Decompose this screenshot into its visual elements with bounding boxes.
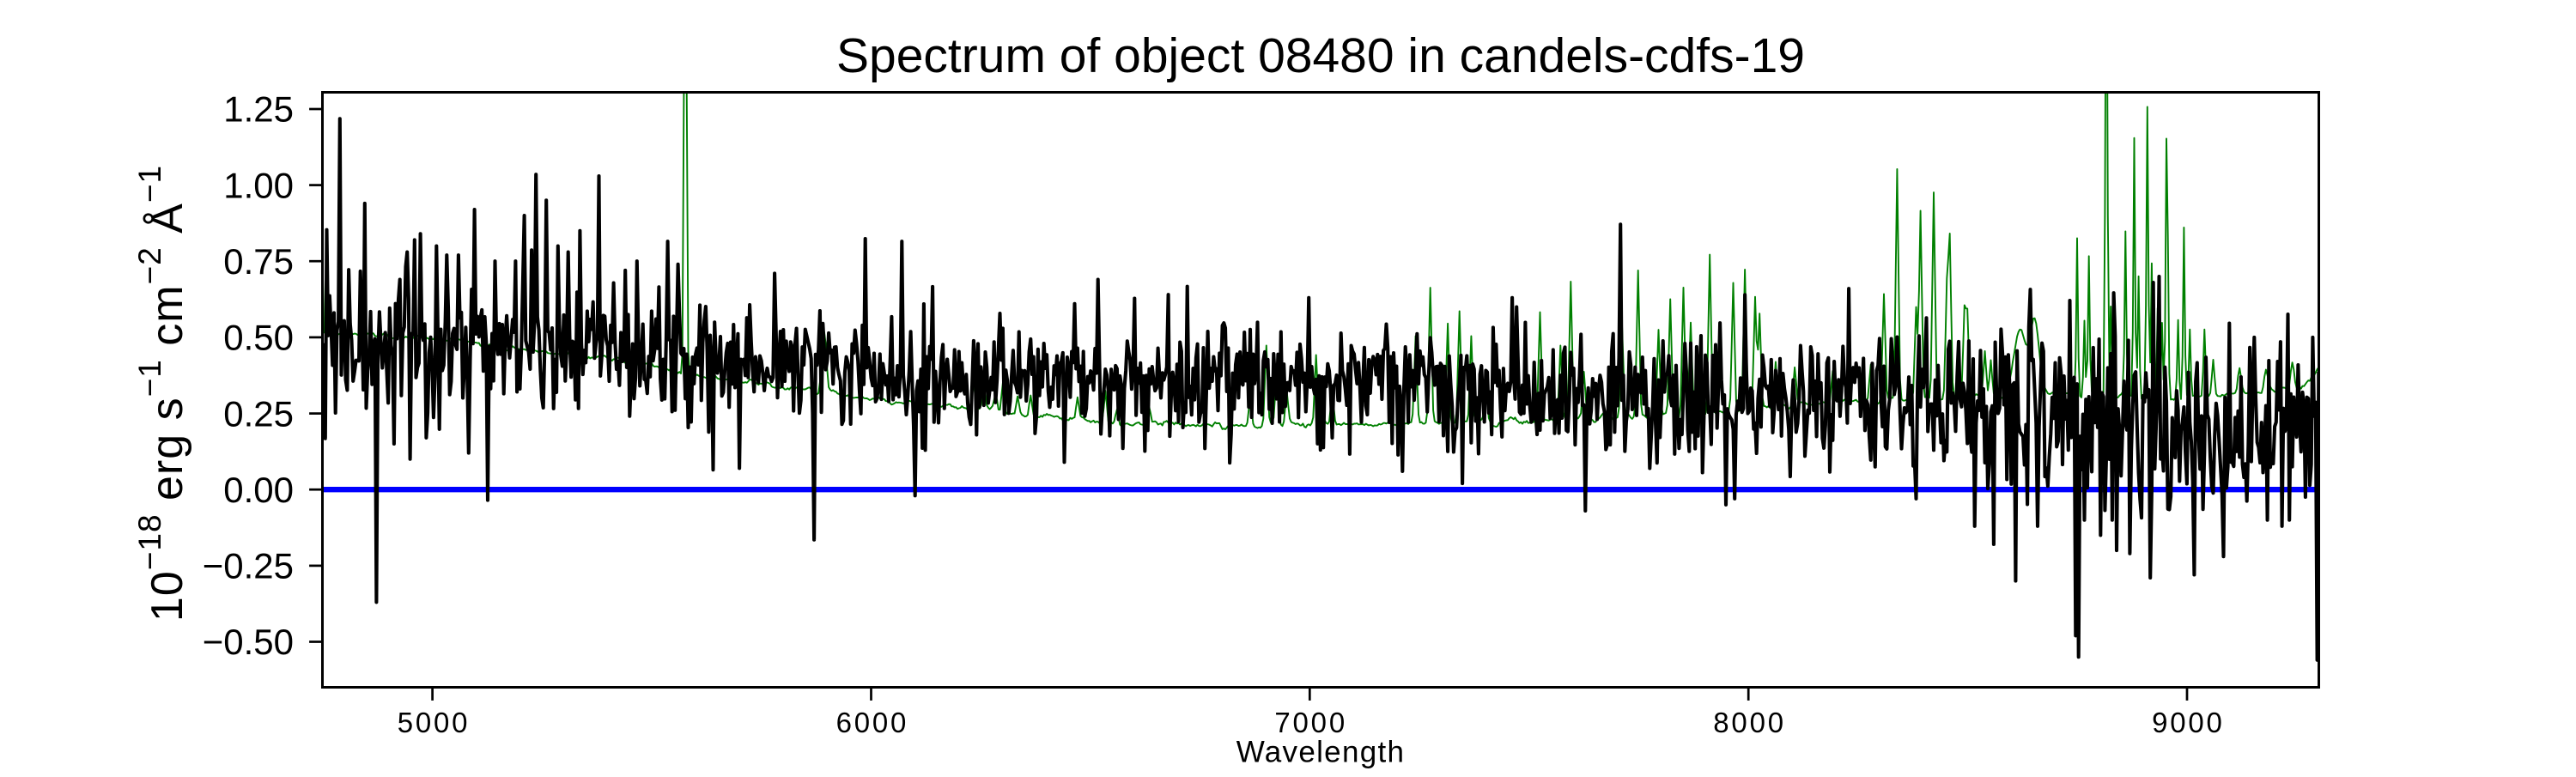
svg-text:0.25: 0.25	[223, 393, 294, 434]
svg-text:Spectrum of object 08480 in ca: Spectrum of object 08480 in candels-cdfs…	[836, 28, 1805, 83]
svg-text:1.00: 1.00	[223, 165, 294, 205]
svg-text:6000: 6000	[836, 707, 909, 738]
svg-text:9000: 9000	[2152, 707, 2225, 738]
svg-text:0.75: 0.75	[223, 241, 294, 282]
svg-text:8000: 8000	[1713, 707, 1786, 738]
svg-text:5000: 5000	[398, 707, 471, 738]
svg-text:0.50: 0.50	[223, 318, 294, 358]
svg-text:7000: 7000	[1274, 707, 1347, 738]
svg-text:0.00: 0.00	[223, 470, 294, 510]
svg-text:1.25: 1.25	[223, 89, 294, 130]
svg-text:−0.25: −0.25	[203, 546, 294, 586]
svg-text:Wavelength: Wavelength	[1236, 736, 1406, 769]
svg-text:−0.50: −0.50	[203, 622, 294, 662]
